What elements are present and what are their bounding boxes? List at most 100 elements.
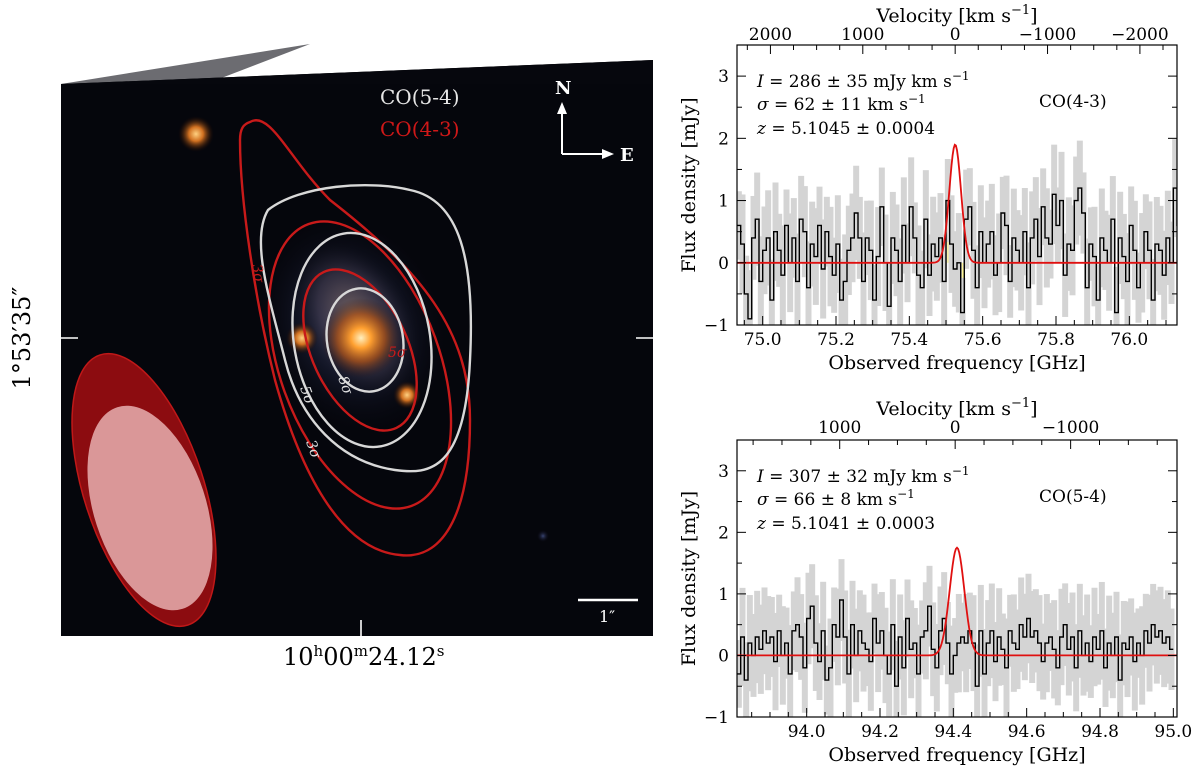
top-axis-label: Velocity [km s−1] xyxy=(875,396,1037,420)
spectrum-histogram xyxy=(737,599,1174,687)
co43-label-5sigma: 5σ xyxy=(388,345,407,361)
top-axis-label: Velocity [km s−1] xyxy=(875,3,1037,27)
x-tick-label: 94.8 xyxy=(1081,722,1119,742)
annotation-redshift: z = 5.1045 ± 0.0004 xyxy=(756,119,935,139)
annotation-intensity: I = 307 ± 32 mJy km s−1 xyxy=(756,464,970,487)
error-bar xyxy=(1095,264,1102,325)
co43-contours xyxy=(238,119,472,557)
x-tick-label: 94.2 xyxy=(861,722,899,742)
error-bar xyxy=(1084,238,1091,325)
error-bar xyxy=(805,241,812,325)
error-bar xyxy=(974,644,981,717)
x-tick-label: 75.4 xyxy=(890,330,928,350)
top-tick-label: 2000 xyxy=(749,25,792,45)
compass-north-label: N xyxy=(555,78,571,99)
error-bar xyxy=(915,624,922,717)
ra-label: 10h00m24.12s xyxy=(283,642,444,671)
co43-label-3sigma: 3σ xyxy=(248,263,267,284)
error-bar xyxy=(871,264,878,325)
legend-co43: CO(4-3) xyxy=(380,117,460,141)
error-bar xyxy=(860,232,867,325)
y-axis-label: Flux density [mJy] xyxy=(678,97,700,272)
y-tick-label: 3 xyxy=(718,462,729,482)
gaussian-fit xyxy=(737,143,1177,264)
y-tick-label: 0 xyxy=(718,254,729,274)
foreground-source xyxy=(178,116,214,152)
x-tick-label: 75.0 xyxy=(744,330,782,350)
co54-label-8sigma: 8σ xyxy=(334,374,356,397)
co43-contour-3sigma xyxy=(238,119,472,557)
plot-frame xyxy=(736,44,1178,326)
error-bar xyxy=(1113,266,1120,325)
error-bar xyxy=(893,640,900,717)
line-label: CO(5-4) xyxy=(1039,487,1107,507)
y-tick-label: 3 xyxy=(718,67,729,87)
compass-north-arrow xyxy=(557,102,567,114)
galaxy-knot-west xyxy=(286,322,318,354)
x-tick-label: 94.6 xyxy=(1008,722,1046,742)
error-bar xyxy=(974,245,981,325)
co43-contour-8sigma xyxy=(302,268,418,432)
error-bar xyxy=(1025,242,1032,325)
error-bar xyxy=(838,258,845,325)
scalebar-label: 1″ xyxy=(599,607,615,626)
dec-label: 1°53′35″ xyxy=(8,287,36,390)
gaussian-fit xyxy=(737,546,1177,657)
co54-contour-3sigma xyxy=(259,183,473,473)
co54-contour-8sigma xyxy=(325,287,405,393)
top-tick-label: 0 xyxy=(950,418,961,438)
co54-label-5sigma: 5σ xyxy=(296,384,318,407)
compass-east-arrow xyxy=(602,149,614,159)
co43-contour-5sigma xyxy=(267,220,453,510)
scalebar: 1″ xyxy=(578,598,638,626)
co54-contour-5sigma xyxy=(291,231,433,449)
error-bar xyxy=(768,259,775,325)
compass: N E xyxy=(555,78,634,166)
co54-contours xyxy=(259,183,473,473)
spectrum-co43: Velocity [km s−1] Observed frequency [GH… xyxy=(678,3,1178,374)
top-tick-label: −2000 xyxy=(1111,25,1169,45)
spectrum-co54: Velocity [km s−1] Observed frequency [GH… xyxy=(678,396,1192,766)
annotation-sigma: σ = 66 ± 8 km s−1 xyxy=(757,487,915,510)
line-label: CO(4-3) xyxy=(1039,92,1107,112)
plot-frame xyxy=(736,439,1178,718)
faint-source xyxy=(537,530,549,542)
image-sky-top xyxy=(61,60,653,84)
error-bar xyxy=(1117,634,1124,717)
error-bar xyxy=(959,277,966,325)
error-bar xyxy=(746,270,753,325)
y-tick-label: 2 xyxy=(718,523,729,543)
x-axis-label: Observed frequency [GHz] xyxy=(828,744,1085,766)
annotation-redshift: z = 5.1041 ± 0.0003 xyxy=(756,514,935,534)
x-tick-label: 75.2 xyxy=(817,330,855,350)
y-axis-label: Flux density [mJy] xyxy=(678,491,700,666)
legend: CO(5-4) CO(4-3) xyxy=(380,85,460,141)
compass-east-label: E xyxy=(620,145,634,166)
error-bar xyxy=(757,236,764,325)
x-tick-label: 75.8 xyxy=(1037,330,1075,350)
legend-co54: CO(5-4) xyxy=(380,85,460,109)
galaxy-core xyxy=(321,298,401,378)
x-axis-label: Observed frequency [GHz] xyxy=(828,352,1085,374)
crosshair-ticks xyxy=(61,44,653,636)
error-bar xyxy=(948,625,955,717)
contour-labels: 3σ 5σ 8σ 3σ 5σ xyxy=(248,263,407,461)
y-tick-label: 0 xyxy=(718,646,729,666)
x-tick-label: 95.0 xyxy=(1154,722,1192,742)
top-tick-label: −1000 xyxy=(1019,25,1077,45)
beam-co54 xyxy=(87,405,213,611)
x-tick-label: 75.6 xyxy=(964,330,1002,350)
x-tick-label: 94.0 xyxy=(788,722,826,742)
spectrum-histogram xyxy=(737,187,1177,320)
y-tick-label: −1 xyxy=(704,708,729,728)
co54-label-3sigma: 3σ xyxy=(302,438,324,461)
error-bar xyxy=(743,255,750,325)
error-bar xyxy=(1150,258,1157,325)
error-bar xyxy=(886,263,893,325)
plot-area xyxy=(737,546,1177,717)
top-tick-label: 1000 xyxy=(818,418,861,438)
error-bar xyxy=(787,625,794,717)
y-tick-label: 2 xyxy=(718,129,729,149)
error-bar xyxy=(1124,233,1131,325)
